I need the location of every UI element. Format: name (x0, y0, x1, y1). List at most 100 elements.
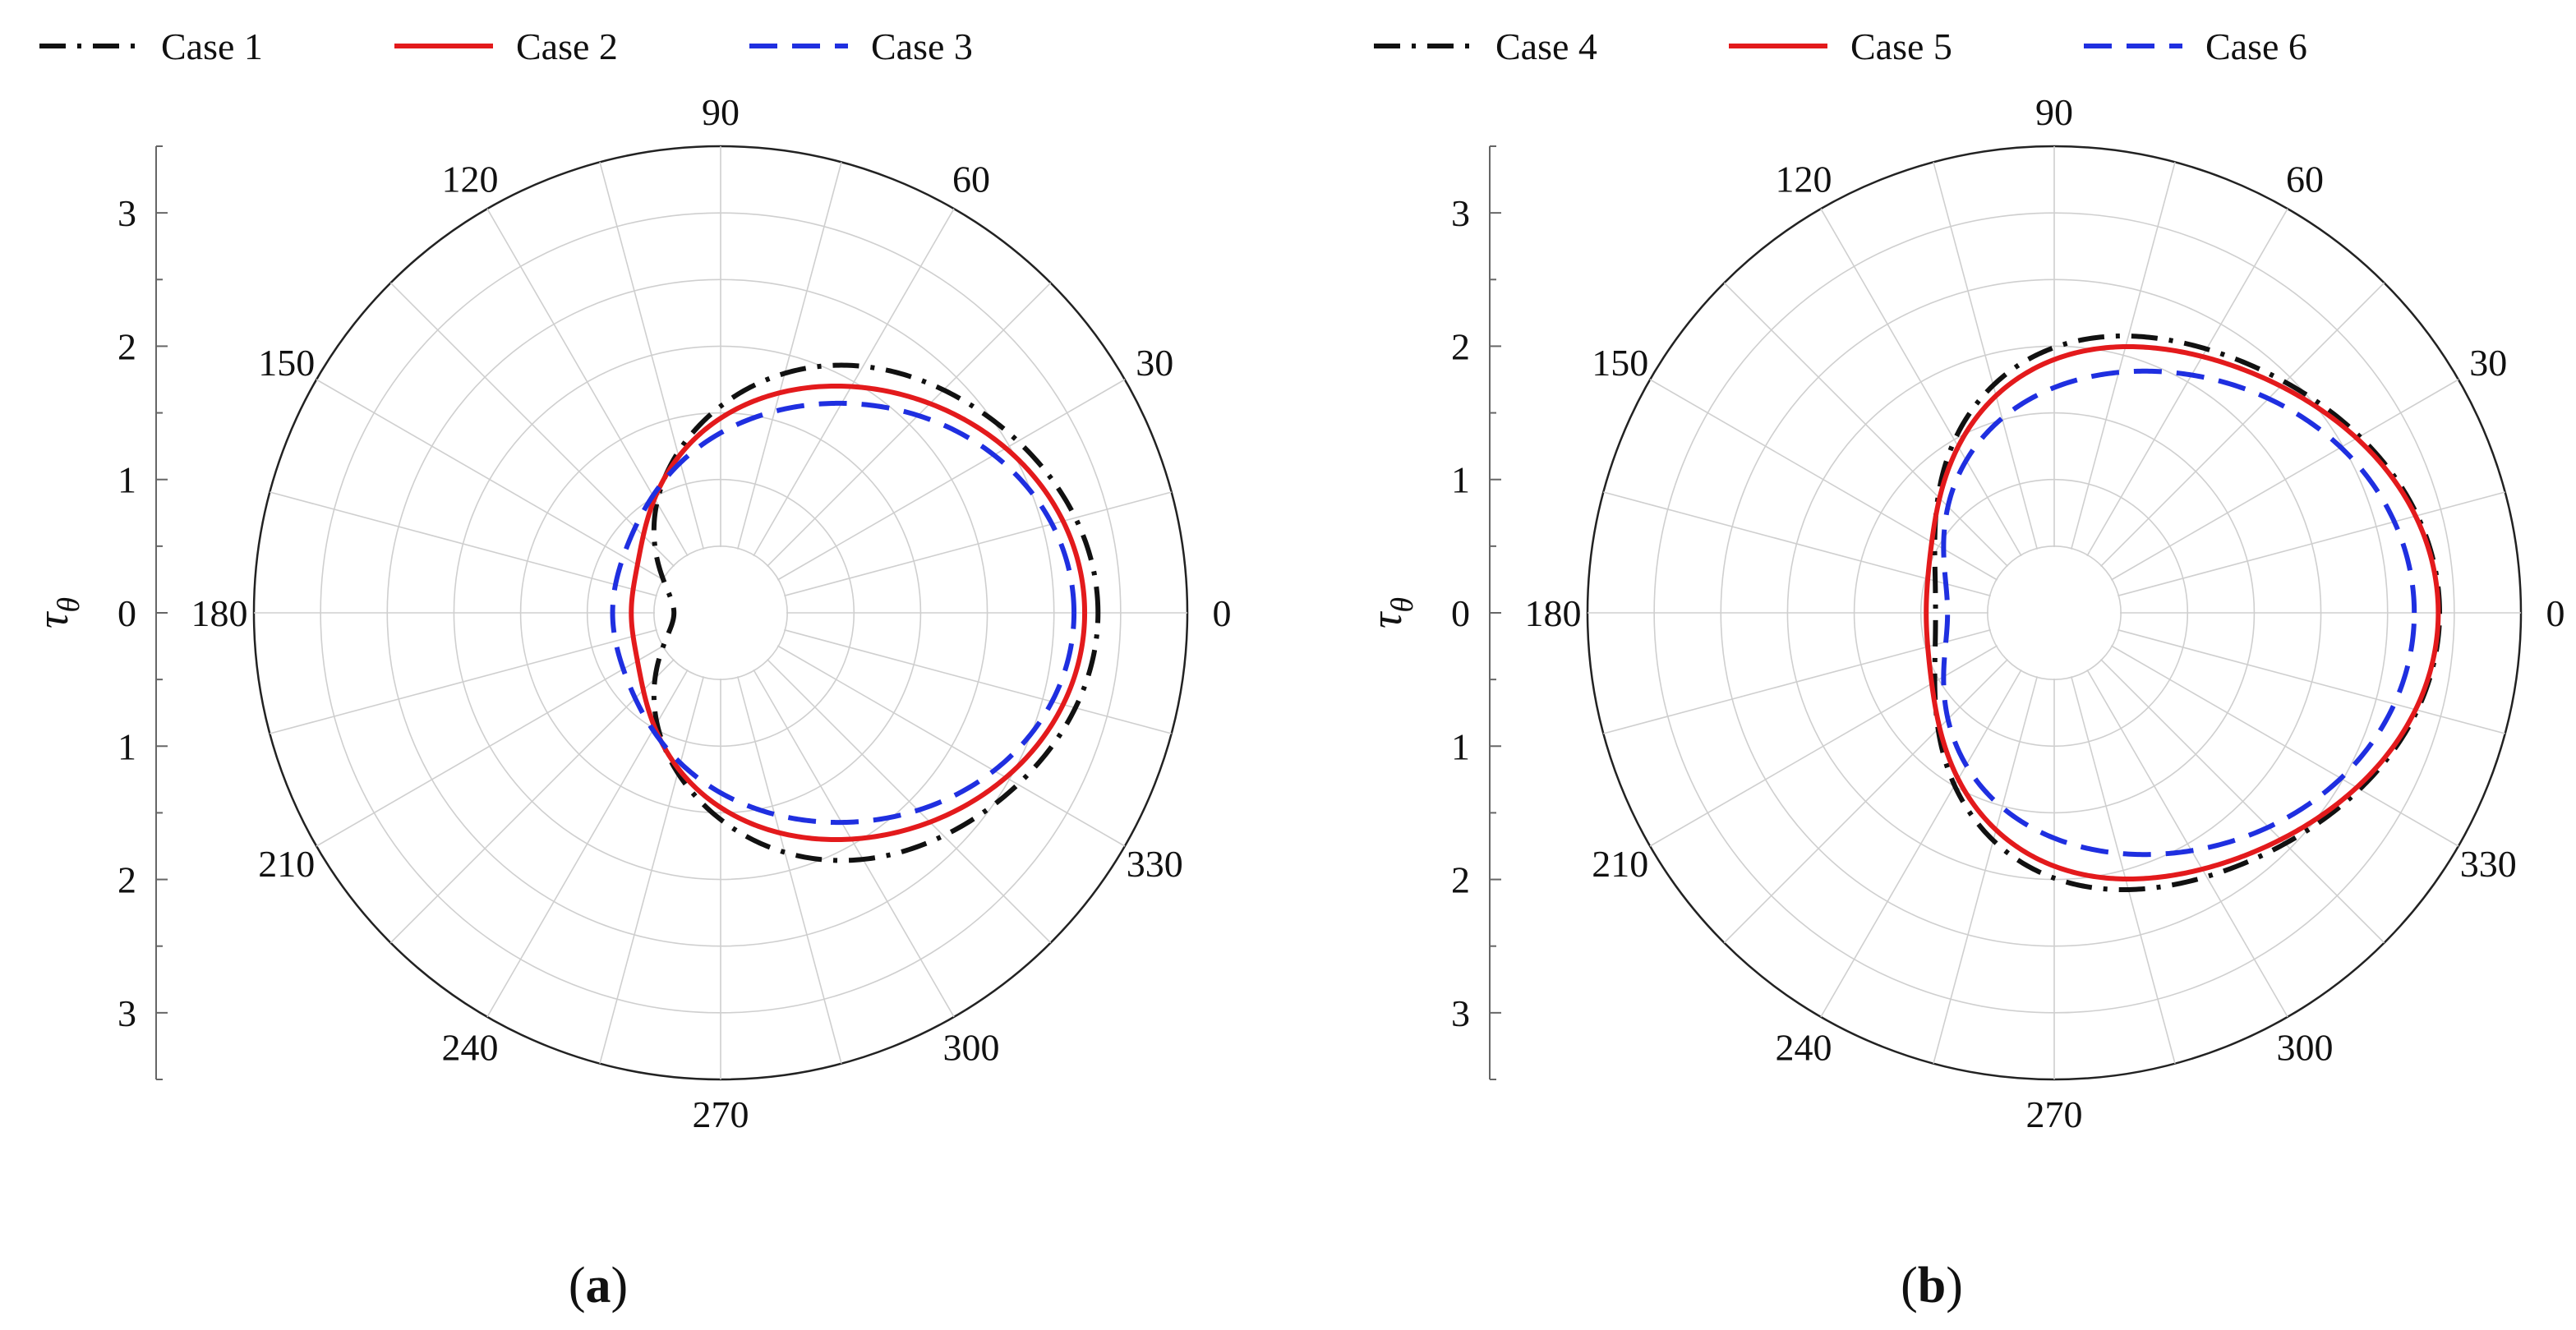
series-line-case-6 (1941, 368, 2417, 858)
grid-spoke (753, 208, 955, 557)
grid-spoke (1933, 676, 2039, 1064)
angle-label-330: 330 (2460, 843, 2517, 885)
grid-spoke (736, 676, 842, 1064)
angle-label-270: 270 (693, 1093, 749, 1135)
polar-chart-panel-b: 0 30 60 90 120 150 180 210 240 270 300 330 0 1 1 2 2 3 3 τθ… (1362, 25, 2565, 1314)
grid-spoke (2117, 628, 2505, 734)
radial-tick-label: 3 (118, 192, 136, 234)
y-axis-title: τθ (1362, 597, 1420, 628)
radial-tick-label: 3 (118, 992, 136, 1034)
polar-chart-panel-a: 0 30 60 90 120 150 180 210 240 270 300 330 0 1 1 2 2 3 3 τθ… (28, 25, 1232, 1314)
radial-tick-label: 1 (1451, 459, 1470, 501)
panel-label-close: ) (611, 1258, 629, 1314)
radial-tick-label: 0 (118, 592, 136, 634)
radial-axis: 0 1 1 2 2 3 3 (1451, 145, 1501, 1080)
series-line-case-2 (629, 383, 1088, 843)
grid-spoke (316, 645, 665, 847)
angle-label-210: 210 (1592, 843, 1648, 885)
panel-label-letter: b (1918, 1258, 1946, 1314)
grid-spoke (767, 659, 1052, 944)
panel-label-open: ( (569, 1258, 586, 1314)
y-axis-title-main: τ (1362, 611, 1411, 628)
legend-entry-label: Case 4 (1495, 25, 1597, 67)
angle-label-240: 240 (442, 1026, 499, 1068)
angle-label-180: 180 (1525, 592, 1582, 634)
grid-spoke (767, 282, 1052, 567)
grid-spoke (2100, 659, 2385, 944)
grid-spoke (270, 491, 657, 597)
grid-spoke (599, 676, 705, 1064)
panel-label-letter: a (586, 1258, 611, 1314)
legend-entry-label: Case 3 (871, 25, 973, 67)
grid-spoke (784, 491, 1172, 597)
angle-label-330: 330 (1127, 843, 1183, 885)
y-axis-title: τθ (28, 597, 86, 628)
angle-label-300: 300 (943, 1026, 1000, 1068)
legend-entry-label: Case 5 (1850, 25, 1952, 67)
grid-spoke (2110, 645, 2459, 847)
angle-label-120: 120 (442, 159, 499, 200)
grid-spoke (2100, 282, 2385, 567)
grid-spoke (776, 645, 1126, 847)
angle-label-60: 60 (2286, 159, 2324, 200)
radial-tick-label: 1 (118, 725, 136, 767)
radial-axis: 0 1 1 2 2 3 3 (118, 145, 168, 1080)
grid-spoke (1723, 282, 2008, 567)
grid-spoke (1649, 645, 1998, 847)
angle-label-60: 60 (952, 159, 990, 200)
grid-spoke (1723, 659, 2008, 944)
legend-entry-label: Case 2 (516, 25, 618, 67)
legend-entry-label: Case 1 (161, 25, 263, 67)
grid-spoke (389, 659, 675, 944)
grid-spoke (2117, 491, 2505, 597)
grid-spoke (2086, 208, 2288, 557)
angle-label-30: 30 (2469, 342, 2507, 384)
angle-label-90: 90 (2035, 91, 2073, 133)
polar-grid (1586, 145, 2523, 1081)
grid-spoke (2070, 162, 2176, 550)
angle-label-240: 240 (1776, 1026, 1832, 1068)
y-axis-title-subscript: θ (1385, 597, 1420, 613)
angle-label-120: 120 (1776, 159, 1832, 200)
grid-spoke (1933, 162, 2039, 550)
grid-spoke (486, 208, 689, 557)
radial-tick-label: 0 (1451, 592, 1470, 634)
radial-tick-label: 3 (1451, 992, 1470, 1034)
grid-spoke (316, 379, 665, 581)
angle-label-300: 300 (2277, 1026, 2334, 1068)
grid-spoke (389, 282, 675, 567)
angle-label-210: 210 (258, 843, 315, 885)
legend-entry-label: Case 6 (2205, 25, 2307, 67)
grid-spoke (270, 628, 657, 734)
grid-spoke (1820, 669, 2022, 1018)
panel-label: (a) (569, 1258, 628, 1314)
grid-spoke (2110, 379, 2459, 581)
radial-tick-label: 2 (1451, 325, 1470, 367)
angle-label-0: 0 (2546, 592, 2565, 634)
series-line-case-3 (610, 400, 1077, 826)
grid-spoke (2086, 669, 2288, 1018)
radial-tick-label: 1 (1451, 725, 1470, 767)
grid-spoke (1649, 379, 1998, 581)
angle-label-0: 0 (1213, 592, 1232, 634)
radial-tick-label: 2 (1451, 859, 1470, 901)
grid-spoke (784, 628, 1172, 734)
legend: Case 1 Case 2 Case 3 (39, 25, 973, 67)
series-line-case-5 (1924, 343, 2441, 882)
panel-label: (b) (1901, 1258, 1963, 1314)
grid-spoke (736, 162, 842, 550)
grid-spoke (599, 162, 705, 550)
angle-label-90: 90 (702, 91, 740, 133)
series-line-case-4 (1932, 333, 2443, 893)
y-axis-title-subscript: θ (52, 597, 86, 613)
grid-spoke (776, 379, 1126, 581)
grid-spoke (2070, 676, 2176, 1064)
polar-grid (252, 145, 1189, 1081)
radial-tick-label: 3 (1451, 192, 1470, 234)
grid-spoke (1820, 208, 2022, 557)
y-axis-title-main: τ (28, 611, 77, 628)
radial-tick-label: 1 (118, 459, 136, 501)
radial-tick-label: 2 (118, 859, 136, 901)
grid-spoke (753, 669, 955, 1018)
